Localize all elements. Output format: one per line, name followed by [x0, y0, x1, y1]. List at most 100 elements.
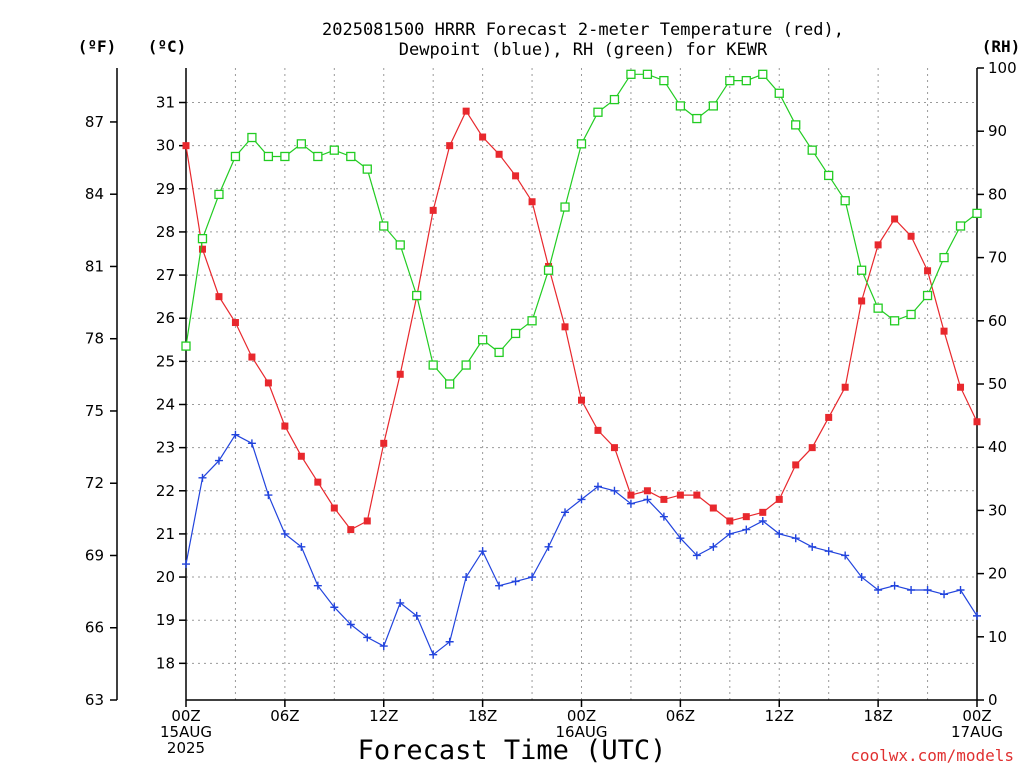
- temperature-data-point: [792, 461, 800, 469]
- rh-data-point: [955, 221, 966, 231]
- rh-data-point: [329, 145, 339, 155]
- dewpoint-data-point: [247, 439, 256, 448]
- celsius-tick-label: 31: [156, 94, 175, 112]
- temperature-data-point: [924, 267, 932, 275]
- temperature-data-point: [660, 495, 668, 503]
- temperature-data-point: [429, 206, 437, 214]
- rh-data-point: [395, 240, 405, 250]
- fahrenheit-tick-label: 63: [85, 691, 104, 709]
- rh-data-point: [741, 75, 751, 86]
- dewpoint-data-point: [528, 573, 537, 582]
- rh-data-point: [527, 316, 537, 326]
- dewpoint-data-point: [214, 456, 223, 465]
- credit-text: coolwx.com/models: [850, 746, 1014, 765]
- rh-data-point: [461, 360, 471, 370]
- dewpoint-data-point: [511, 577, 520, 586]
- dewpoint-data-point: [907, 585, 916, 594]
- temperature-data-point: [973, 418, 981, 426]
- dewpoint-data-point: [808, 542, 817, 551]
- unit-fahrenheit-label: (ºF): [78, 37, 117, 56]
- temperature-data-point: [264, 379, 272, 387]
- temperature-data-point: [709, 504, 717, 512]
- celsius-axis: 18 19 20 21 22 23 24 25 26 27 28 29 30 31: [156, 94, 186, 672]
- dewpoint-data-point: [610, 486, 619, 495]
- temperature-data-point: [297, 452, 305, 460]
- rh-data-point: [609, 94, 620, 105]
- rh-data-point: [379, 221, 389, 231]
- grid-lines: [186, 68, 977, 700]
- dewpoint-data-point: [940, 590, 949, 599]
- fahrenheit-tick-label: 69: [85, 546, 104, 564]
- temperature-data-point: [396, 370, 404, 378]
- dewpoint-data-point: [561, 508, 570, 517]
- rh-data-point: [510, 328, 521, 339]
- dewpoint-data-point: [379, 642, 388, 651]
- rh-data-point: [247, 132, 257, 143]
- dewpoint-data-point: [346, 620, 355, 629]
- dewpoint-data-point: [231, 430, 240, 439]
- fahrenheit-tick-label: 72: [85, 474, 104, 492]
- dewpoint-data-point: [445, 637, 454, 646]
- rh-data-point: [708, 101, 718, 111]
- dewpoint-data-point: [363, 633, 372, 642]
- dewpoint-data-point: [297, 542, 306, 551]
- time-tick-label: 00Z: [567, 707, 596, 725]
- dewpoint-data-point: [626, 499, 635, 508]
- temperature-data-point: [610, 444, 618, 452]
- rh-data-point: [412, 290, 422, 301]
- temperature-data-point: [528, 198, 536, 206]
- dewpoint-data-point: [791, 534, 800, 543]
- rh-tick-label: 90: [988, 122, 1007, 140]
- temperature-data-point: [940, 327, 948, 335]
- rh-data-point: [807, 145, 817, 155]
- temperature-data-point: [198, 245, 206, 253]
- rh-data-point: [313, 151, 323, 162]
- x-axis-title: Forecast Time (UTC): [358, 735, 667, 766]
- rh-data-point: [856, 265, 867, 275]
- dewpoint-data-point: [725, 529, 734, 538]
- fahrenheit-tick-label: 75: [85, 402, 104, 420]
- temperature-data-point: [759, 508, 767, 516]
- rh-data-point: [939, 252, 949, 263]
- dewpoint-data-point: [643, 495, 652, 504]
- rh-data-point: [576, 139, 587, 149]
- time-tick-label: 2025: [167, 739, 205, 757]
- rh-data-point: [280, 151, 290, 162]
- rh-data-point: [725, 75, 735, 86]
- rh-data-point: [659, 75, 669, 86]
- temperature-data-point: [231, 319, 239, 327]
- dewpoint-data-point: [709, 542, 718, 551]
- temperature-data-point: [347, 526, 355, 534]
- celsius-tick-label: 28: [156, 223, 175, 241]
- temperature-data-point: [808, 444, 816, 452]
- temperature-data-point: [907, 232, 915, 240]
- dewpoint-data-point: [593, 482, 602, 491]
- time-tick-label: 06Z: [666, 707, 695, 725]
- celsius-tick-label: 26: [156, 309, 175, 327]
- rh-axis: 0 10 20 30 40 50 60 70 80 90 100: [977, 59, 1017, 709]
- dewpoint-data-point: [973, 611, 981, 620]
- temperature-data-point: [594, 426, 602, 434]
- rh-data-point: [675, 101, 686, 111]
- dewpoint-data-point: [659, 512, 668, 521]
- dewpoint-data-point: [824, 547, 833, 556]
- rh-data-point: [889, 316, 900, 326]
- temperature-data-point: [182, 142, 190, 150]
- rh-data-point: [230, 151, 241, 162]
- rh-series-line: [185, 73, 978, 385]
- dewpoint-data-point: [280, 529, 289, 538]
- temperature-data-point: [643, 487, 651, 495]
- rh-tick-label: 50: [988, 375, 1007, 393]
- rh-data-point: [197, 233, 208, 244]
- series-layer: [181, 69, 982, 659]
- time-tick-label: 17AUG: [951, 723, 1003, 741]
- dewpoint-data-point: [956, 585, 965, 594]
- rh-data-point: [626, 69, 636, 79]
- fahrenheit-tick-label: 87: [85, 113, 104, 131]
- dewpoint-data-point: [495, 581, 504, 590]
- rh-data-point: [296, 139, 307, 149]
- dewpoint-data-point: [874, 585, 883, 594]
- temperature-data-point: [446, 142, 454, 150]
- rh-tick-label: 100: [988, 59, 1017, 77]
